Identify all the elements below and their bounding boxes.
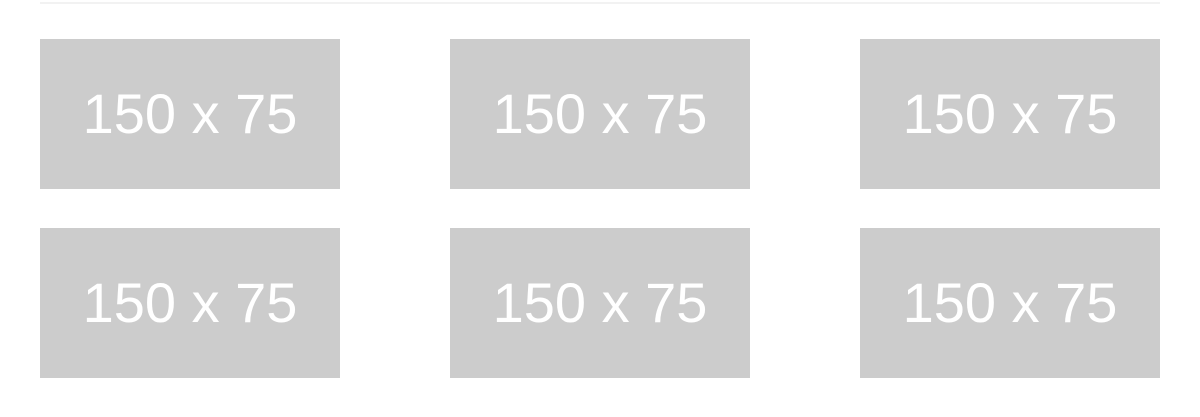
placeholder-image-label: 150 x 75 [902, 271, 1118, 334]
placeholder-image-label: 150 x 75 [492, 271, 708, 334]
placeholder-image-label: 150 x 75 [82, 271, 298, 334]
placeholder-image: 150 x 75 [450, 228, 750, 378]
placeholder-image: 150 x 75 [860, 228, 1160, 378]
placeholder-image-label: 150 x 75 [492, 82, 708, 145]
top-divider [40, 2, 1160, 4]
placeholder-image-label: 150 x 75 [902, 82, 1118, 145]
placeholder-image: 150 x 75 [40, 39, 340, 189]
placeholder-image: 150 x 75 [40, 228, 340, 378]
placeholder-image: 150 x 75 [860, 39, 1160, 189]
placeholder-image-label: 150 x 75 [82, 82, 298, 145]
placeholder-image-grid: 150 x 75 150 x 75 150 x 75 150 x 75 150 … [40, 39, 1160, 378]
placeholder-image: 150 x 75 [450, 39, 750, 189]
